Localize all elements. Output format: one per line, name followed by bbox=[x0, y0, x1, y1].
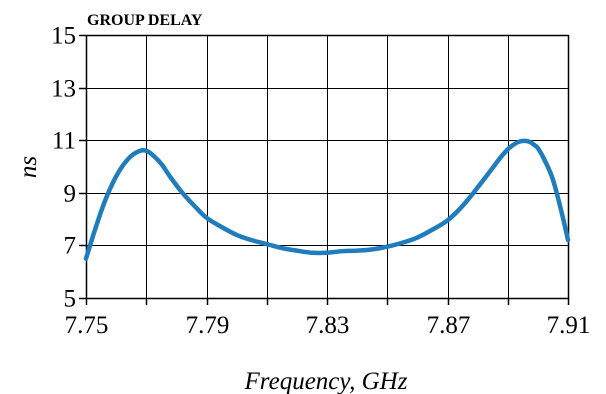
x-tick-label: 7.75 bbox=[65, 312, 109, 339]
y-axis-tick-labels: 5 7 9 11 13 15 bbox=[51, 23, 76, 313]
y-tick-label: 13 bbox=[51, 76, 76, 103]
y-axis-label: ns bbox=[15, 156, 42, 178]
series-layer bbox=[83, 138, 571, 261]
y-tick-label: 5 bbox=[64, 286, 77, 313]
x-tick-label: 7.87 bbox=[427, 312, 471, 339]
y-tick-label: 7 bbox=[64, 233, 77, 260]
x-tick-label: 7.83 bbox=[306, 312, 350, 339]
y-tick-label: 9 bbox=[64, 181, 77, 208]
y-tick-label: 15 bbox=[51, 23, 76, 50]
plot-border bbox=[85, 34, 570, 300]
x-axis-label: Frequency, GHz bbox=[244, 368, 408, 394]
x-axis-tick-labels: 7.75 7.79 7.83 7.87 7.91 bbox=[65, 312, 591, 339]
plot-frame bbox=[85, 34, 570, 300]
vertical-gridlines bbox=[85, 35, 570, 305]
x-tick-label: 7.91 bbox=[547, 312, 591, 339]
y-tick-label: 11 bbox=[52, 128, 76, 155]
chart-title: GROUP DELAY bbox=[87, 12, 203, 29]
group-delay-series-line bbox=[83, 138, 571, 261]
x-tick-label: 7.79 bbox=[186, 312, 230, 339]
